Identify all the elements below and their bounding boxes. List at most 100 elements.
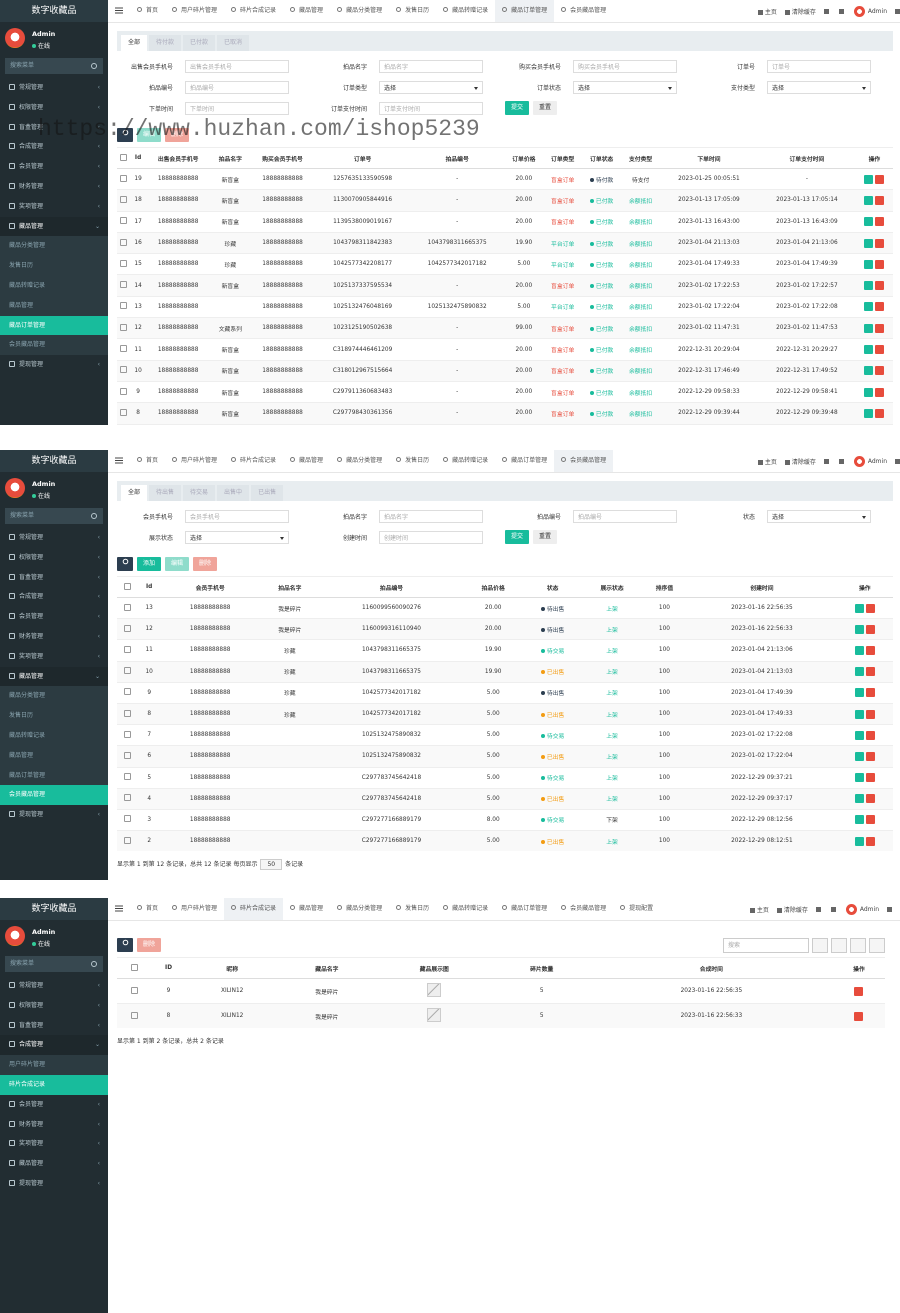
toolbar-button[interactable]: 编辑 xyxy=(165,557,190,571)
menu-item[interactable]: 提现管理 xyxy=(0,355,108,375)
checkbox[interactable] xyxy=(120,366,128,374)
edit-button[interactable] xyxy=(854,645,864,655)
edit-button[interactable] xyxy=(854,773,864,783)
checkbox[interactable] xyxy=(124,709,132,717)
nav-tab[interactable]: 藏品管理 xyxy=(283,898,330,920)
edit-button[interactable] xyxy=(854,688,864,698)
checkbox[interactable] xyxy=(124,624,132,632)
menu-item[interactable]: 合成管理 xyxy=(0,1035,108,1056)
reset-button[interactable]: 重置 xyxy=(533,530,558,544)
menu-item[interactable]: 会员管理 xyxy=(0,1095,108,1115)
nav-tab[interactable]: 藏品订单管理 xyxy=(495,0,555,22)
delete-button[interactable] xyxy=(875,323,885,333)
checkbox[interactable] xyxy=(120,345,128,353)
settings-icon[interactable] xyxy=(887,906,892,912)
delete-button[interactable] xyxy=(875,259,885,269)
checkbox[interactable] xyxy=(120,238,128,246)
edit-button[interactable] xyxy=(854,836,864,846)
menu-item[interactable]: 藏品管理 xyxy=(0,1154,108,1174)
edit-button[interactable] xyxy=(854,709,864,719)
nav-tab[interactable]: 用户碎片管理 xyxy=(165,898,224,920)
menu-item[interactable]: 财务管理 xyxy=(0,1115,108,1135)
delete-button[interactable] xyxy=(875,366,885,376)
edit-button[interactable] xyxy=(864,323,874,333)
edit-button[interactable] xyxy=(864,345,874,355)
toolbar-button[interactable]: 删除 xyxy=(137,938,162,952)
edit-button[interactable] xyxy=(864,408,874,418)
checkbox[interactable] xyxy=(130,963,138,971)
delete-button[interactable] xyxy=(865,603,875,613)
delete-button[interactable] xyxy=(875,238,885,248)
delete-button[interactable] xyxy=(865,709,875,719)
edit-button[interactable] xyxy=(854,730,864,740)
filter-tab[interactable]: 待付款 xyxy=(149,35,182,51)
menu-item[interactable]: 合成管理 xyxy=(0,587,108,607)
delete-button[interactable] xyxy=(865,624,875,634)
top-user[interactable]: Admin xyxy=(853,455,887,467)
filter-tab[interactable]: 出售中 xyxy=(217,485,250,501)
checkbox[interactable] xyxy=(120,387,128,395)
menu-item[interactable]: 盲盒管理 xyxy=(0,118,108,138)
submenu-item[interactable]: 藏品订单管理 xyxy=(0,765,108,786)
edit-button[interactable] xyxy=(854,603,864,613)
input[interactable]: 出售会员手机号 xyxy=(185,59,289,73)
menu-search[interactable]: 搜索菜单 xyxy=(5,956,103,972)
select[interactable]: 选择 xyxy=(185,530,289,544)
top-link[interactable]: 主页 xyxy=(757,457,777,466)
checkbox[interactable] xyxy=(120,153,128,161)
refresh-button[interactable] xyxy=(117,938,133,952)
filter-tab[interactable]: 已付款 xyxy=(183,35,216,51)
filter-tab[interactable]: 全部 xyxy=(121,485,148,501)
select[interactable]: 选择 xyxy=(767,509,871,523)
menu-toggle[interactable] xyxy=(108,457,130,466)
toolbar-button[interactable]: 编辑 xyxy=(137,128,162,142)
checkbox[interactable] xyxy=(124,836,132,844)
nav-tab[interactable]: 藏品转赠记录 xyxy=(436,898,495,920)
delete-button[interactable] xyxy=(875,281,885,291)
nav-tab[interactable]: 碎片合成记录 xyxy=(224,0,283,22)
menu-item[interactable]: 奖项管理 xyxy=(0,647,108,667)
checkbox[interactable] xyxy=(120,323,128,331)
select[interactable]: 选择 xyxy=(379,80,483,94)
edit-button[interactable] xyxy=(854,624,864,634)
nav-tab[interactable]: 会员藏品管理 xyxy=(554,898,613,920)
toolbar-button[interactable]: 删除 xyxy=(165,128,190,142)
nav-tab[interactable]: 发售日历 xyxy=(389,898,436,920)
checkbox[interactable] xyxy=(120,195,128,203)
top-user[interactable]: Admin xyxy=(853,5,887,17)
top-link[interactable]: 主页 xyxy=(757,7,777,16)
top-link[interactable]: 清除缓存 xyxy=(784,457,816,466)
checkbox[interactable] xyxy=(120,259,128,267)
nav-tab[interactable]: 用户碎片管理 xyxy=(165,450,224,472)
checkbox[interactable] xyxy=(120,217,128,225)
nav-tab[interactable]: 藏品转赠记录 xyxy=(436,0,495,22)
checkbox[interactable] xyxy=(124,582,132,590)
edit-button[interactable] xyxy=(864,387,874,397)
submenu-item[interactable]: 藏品管理 xyxy=(0,745,108,766)
checkbox[interactable] xyxy=(124,773,132,781)
delete-button[interactable] xyxy=(875,302,885,312)
submenu-item[interactable]: 发售日历 xyxy=(0,706,108,726)
checkbox[interactable] xyxy=(124,667,132,675)
menu-item[interactable]: 权限管理 xyxy=(0,996,108,1016)
delete-button[interactable] xyxy=(875,345,885,355)
menu-toggle[interactable] xyxy=(108,905,130,914)
nav-tab[interactable]: 碎片合成记录 xyxy=(224,450,283,472)
top-user[interactable]: Admin xyxy=(845,903,879,915)
input[interactable]: 订单号 xyxy=(767,59,871,73)
submenu-item[interactable]: 用户碎片管理 xyxy=(0,1055,108,1075)
fullscreen-icon[interactable] xyxy=(838,458,844,464)
checkbox[interactable] xyxy=(130,986,138,994)
menu-item[interactable]: 藏品管理 xyxy=(0,216,108,237)
fullscreen-icon[interactable] xyxy=(838,8,844,14)
checkbox[interactable] xyxy=(120,174,128,182)
nav-tab[interactable]: 用户碎片管理 xyxy=(165,0,224,22)
nav-tab[interactable]: 藏品分类管理 xyxy=(330,898,389,920)
edit-button[interactable] xyxy=(854,794,864,804)
top-link[interactable]: 清除缓存 xyxy=(784,7,816,16)
menu-item[interactable]: 会员管理 xyxy=(0,157,108,177)
checkbox[interactable] xyxy=(124,688,132,696)
menu-toggle[interactable] xyxy=(108,7,130,16)
delete-button[interactable] xyxy=(865,794,875,804)
settings-icon[interactable] xyxy=(895,8,900,14)
